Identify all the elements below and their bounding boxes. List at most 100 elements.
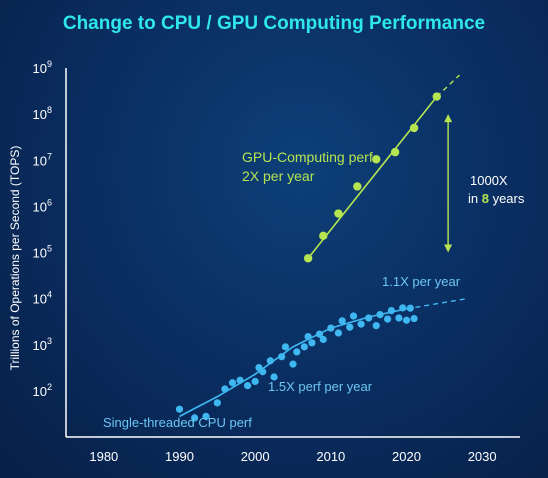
cpu-data-point: [383, 315, 392, 323]
cpu-data-point: [319, 335, 327, 344]
cpu-data-point: [191, 414, 199, 422]
cpu-data-point: [402, 316, 411, 324]
gap-label-line1: 1000X: [470, 173, 508, 188]
chart-title: Change to CPU / GPU Computing Performanc…: [63, 13, 485, 34]
y-tick-exponent: 2: [47, 382, 52, 392]
gap-arrow-head-bottom: [444, 244, 453, 253]
x-tick-label: 2000: [241, 449, 270, 464]
cpu-data-point: [372, 322, 380, 330]
y-axis-label: Trillions of Operations per Second (TOPS…: [8, 146, 22, 371]
gpu-trend-line: [307, 96, 438, 259]
cpu-data-point: [406, 304, 414, 312]
gpu-data-point: [409, 123, 419, 133]
y-tick-exponent: 4: [47, 290, 52, 300]
gap-label-number: 8: [482, 191, 489, 206]
y-tick-exponent: 9: [47, 59, 52, 69]
cpu-data-point: [175, 405, 184, 413]
y-tick-base: 10: [33, 338, 47, 353]
y-tick-base: 10: [33, 292, 47, 307]
cpu-data-point: [395, 314, 403, 322]
cpu-data-point: [338, 317, 346, 325]
cpu-data-point: [293, 348, 301, 356]
y-tick-label: 108: [33, 105, 52, 122]
cpu-data-point: [308, 339, 316, 347]
y-tick-label: 107: [33, 151, 52, 168]
y-tick-base: 10: [33, 153, 47, 168]
gpu-rate-label: 2X per year: [242, 168, 315, 184]
axes: [65, 68, 520, 438]
cpu-data-point: [244, 382, 252, 390]
x-tick-label: 1980: [89, 449, 118, 464]
cpu-data-point: [349, 312, 358, 320]
y-tick-label: 106: [33, 197, 52, 214]
cpu-data-point: [228, 379, 237, 387]
y-tick-label: 105: [33, 244, 52, 261]
y-tick-exponent: 7: [47, 151, 52, 161]
y-tick-exponent: 3: [47, 336, 52, 346]
cpu-data-point: [213, 399, 221, 407]
gap-arrow-head-top: [444, 114, 453, 123]
gpu-series-label: GPU-Computing perf: [242, 149, 373, 165]
y-tick-exponent: 5: [47, 244, 52, 254]
cpu-data-point: [202, 412, 210, 420]
y-tick-base: 10: [33, 199, 47, 214]
cpu-early-rate-label: 1.5X perf per year: [268, 379, 373, 394]
cpu-data-point: [357, 320, 365, 328]
gpu-data-point: [334, 209, 343, 218]
cpu-data-point: [399, 304, 407, 312]
cpu-series-label: Single-threaded CPU perf: [103, 415, 252, 430]
gpu-data-point: [353, 182, 362, 191]
data-points: [175, 92, 441, 422]
y-tick-exponent: 6: [47, 197, 52, 207]
y-tick-label: 104: [33, 290, 52, 307]
gap-label-prefix: in: [468, 191, 482, 206]
cpu-data-point: [376, 311, 384, 319]
trend-lines: [179, 74, 468, 418]
cpu-data-point: [251, 377, 259, 386]
cpu-data-point: [266, 357, 274, 365]
gpu-trend-dashed: [436, 74, 460, 98]
x-tick-label: 2020: [392, 449, 421, 464]
gpu-data-point: [372, 155, 381, 164]
cpu-data-point: [289, 360, 297, 368]
cpu-data-point: [300, 343, 308, 351]
cpu-data-point: [270, 373, 278, 381]
cpu-data-point: [365, 314, 373, 322]
gap-label-line2: in 8 years: [468, 191, 525, 206]
x-tick-label: 2030: [468, 449, 497, 464]
y-tick-exponent: 8: [47, 105, 52, 115]
cpu-data-point: [315, 330, 324, 338]
cpu-data-point: [304, 333, 312, 341]
cpu-data-point: [334, 329, 342, 337]
gap-label-suffix: years: [489, 191, 525, 206]
gap-arrow: [444, 114, 453, 253]
y-tick-base: 10: [33, 61, 47, 76]
y-tick-label: 103: [33, 336, 52, 353]
cpu-recent-rate-label: 1.1X per year: [382, 274, 461, 289]
cpu-data-point: [281, 343, 290, 351]
gpu-data-point: [390, 147, 400, 157]
y-tick-label: 102: [33, 382, 52, 399]
y-tick-base: 10: [33, 384, 47, 399]
x-tick-label: 2010: [316, 449, 345, 464]
cpu-trend-dashed: [406, 297, 468, 310]
cpu-data-point: [259, 368, 267, 376]
gpu-data-point: [303, 254, 313, 263]
cpu-data-point: [387, 307, 395, 315]
x-tick-labels: 1980 1990 2000 2010 2020 2030: [89, 449, 496, 464]
x-tick-label: 1990: [165, 449, 194, 464]
cpu-data-point: [327, 324, 335, 332]
y-tick-base: 10: [33, 246, 47, 261]
annotations: GPU-Computing perf 2X per year 1000X in …: [103, 149, 525, 430]
cpu-data-point: [410, 314, 418, 323]
gpu-data-point: [319, 231, 328, 241]
cpu-data-point: [221, 385, 229, 393]
y-tick-label: 109: [33, 59, 52, 76]
cpu-data-point: [346, 323, 354, 331]
y-tick-base: 10: [33, 107, 47, 122]
cpu-data-point: [236, 376, 244, 384]
cpu-data-point: [278, 353, 286, 361]
gpu-data-point: [432, 92, 441, 101]
